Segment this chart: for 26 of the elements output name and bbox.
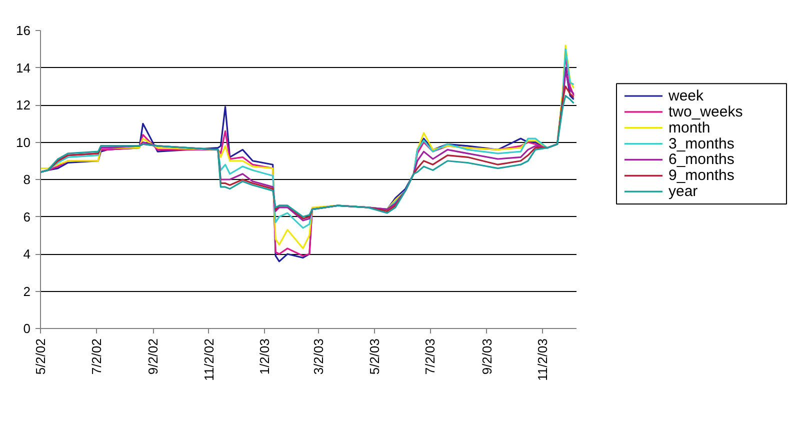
x-tick-label: 3/2/03: [311, 338, 326, 375]
legend-label: 6_months: [668, 151, 734, 168]
y-tick-label: 10: [16, 134, 31, 150]
y-tick-label: 12: [16, 98, 31, 112]
x-tick-label: 5/2/02: [33, 338, 48, 375]
x-tick-label: 5/2/03: [366, 338, 382, 375]
x-tick-label: 7/2/03: [422, 338, 438, 375]
legend-label: two_weeks: [668, 103, 743, 120]
x-tick-label: 7/2/02: [88, 338, 104, 375]
x-tick-label: 11/2/03: [535, 338, 550, 381]
x-tick-label: 9/2/03: [479, 338, 494, 375]
y-tick-label: 4: [23, 246, 31, 262]
y-tick-label: 8: [23, 172, 31, 187]
y-tick-label: 0: [23, 321, 31, 336]
legend-label: year: [668, 183, 698, 200]
x-tick-label: 9/2/02: [146, 338, 161, 375]
y-tick-label: 16: [16, 23, 31, 38]
y-tick-label: 2: [23, 284, 31, 299]
y-tick-label: 14: [16, 60, 31, 76]
legend-label: month: [668, 119, 710, 136]
x-tick-label: 11/2/02: [201, 338, 216, 381]
legend-label: week: [668, 87, 704, 104]
legend-label: 9_months: [668, 167, 734, 184]
legend-label: 3_months: [668, 135, 734, 152]
y-tick-label: 6: [23, 209, 31, 224]
x-tick-label: 1/2/03: [257, 338, 272, 375]
